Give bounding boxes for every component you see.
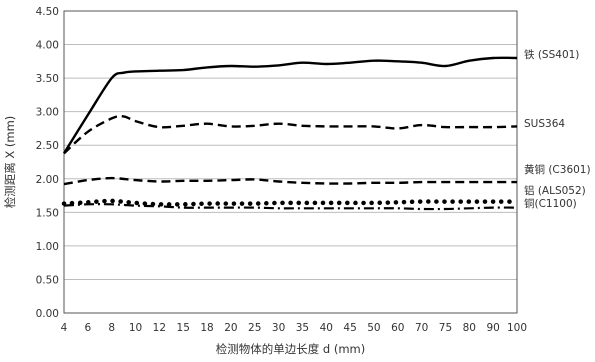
series-line-0 xyxy=(62,56,518,154)
series-label-0: 铁 (SS401) xyxy=(524,48,579,61)
x-tick-label-1: 6 xyxy=(84,322,91,334)
series-lines xyxy=(61,56,520,211)
x-tick-label-0: 4 xyxy=(61,322,68,334)
x-tick-label-2: 8 xyxy=(108,322,115,334)
gridlines xyxy=(64,10,517,314)
x-tick-label-9: 30 xyxy=(272,322,285,334)
y-tick-label-3: 1.50 xyxy=(36,207,59,219)
x-axis-label: 检测物体的单边长度 d (mm) xyxy=(216,342,366,356)
y-tick-label-0: 0.00 xyxy=(36,308,59,320)
x-tick-label-14: 60 xyxy=(391,322,404,334)
series-label-1: SUS364 xyxy=(524,118,565,130)
x-tick-label-19: 100 xyxy=(507,322,527,334)
x-tick-label-8: 25 xyxy=(248,322,261,334)
series-line-1 xyxy=(63,114,518,155)
x-tick-label-13: 50 xyxy=(367,322,380,334)
series-line-3 xyxy=(61,198,520,207)
x-tick-label-4: 12 xyxy=(153,322,166,334)
x-tick-label-3: 10 xyxy=(129,322,142,334)
x-tick-label-7: 20 xyxy=(224,322,237,334)
x-tick-label-16: 75 xyxy=(439,322,452,334)
x-tick-label-5: 15 xyxy=(177,322,190,334)
series-label-2: 黄铜 (C3601) xyxy=(524,163,591,176)
x-tick-label-6: 18 xyxy=(200,322,213,334)
y-tick-label-6: 3.00 xyxy=(36,107,59,119)
y-tick-label-1: 0.50 xyxy=(36,274,59,286)
y-tick-label-5: 2.50 xyxy=(36,140,59,152)
plot-frame xyxy=(63,10,518,314)
series-label-4: 铜(C1100) xyxy=(524,198,577,210)
x-tick-label-15: 70 xyxy=(415,322,428,334)
x-tick-label-10: 35 xyxy=(296,322,309,334)
axes: 0.00 0.50 1.00 1.50 2.00 2.50 3.00 3.50 4.00 4.50… xyxy=(36,6,527,334)
y-tick-label-8: 4.00 xyxy=(36,40,59,52)
y-axis-label: 检测距离 X (mm) xyxy=(3,116,17,209)
series-labels: 铁 (SS401) SUS364 黄铜 (C3601) 铝 (ALS052)铜(C11… xyxy=(524,48,591,210)
x-tick-label-17: 80 xyxy=(463,322,476,334)
series-label-3: 铝 (ALS052) xyxy=(524,184,586,197)
x-tick-label-12: 45 xyxy=(343,322,356,334)
series-line-4 xyxy=(63,203,518,211)
y-tick-label-2: 1.00 xyxy=(36,241,59,253)
series-line-2 xyxy=(63,176,517,186)
y-tick-label-7: 3.50 xyxy=(36,73,59,85)
x-tick-label-18: 90 xyxy=(486,322,499,334)
y-tick-label-9: 4.50 xyxy=(36,6,59,18)
x-tick-label-11: 40 xyxy=(320,322,333,334)
y-tick-label-4: 2.00 xyxy=(36,174,59,186)
